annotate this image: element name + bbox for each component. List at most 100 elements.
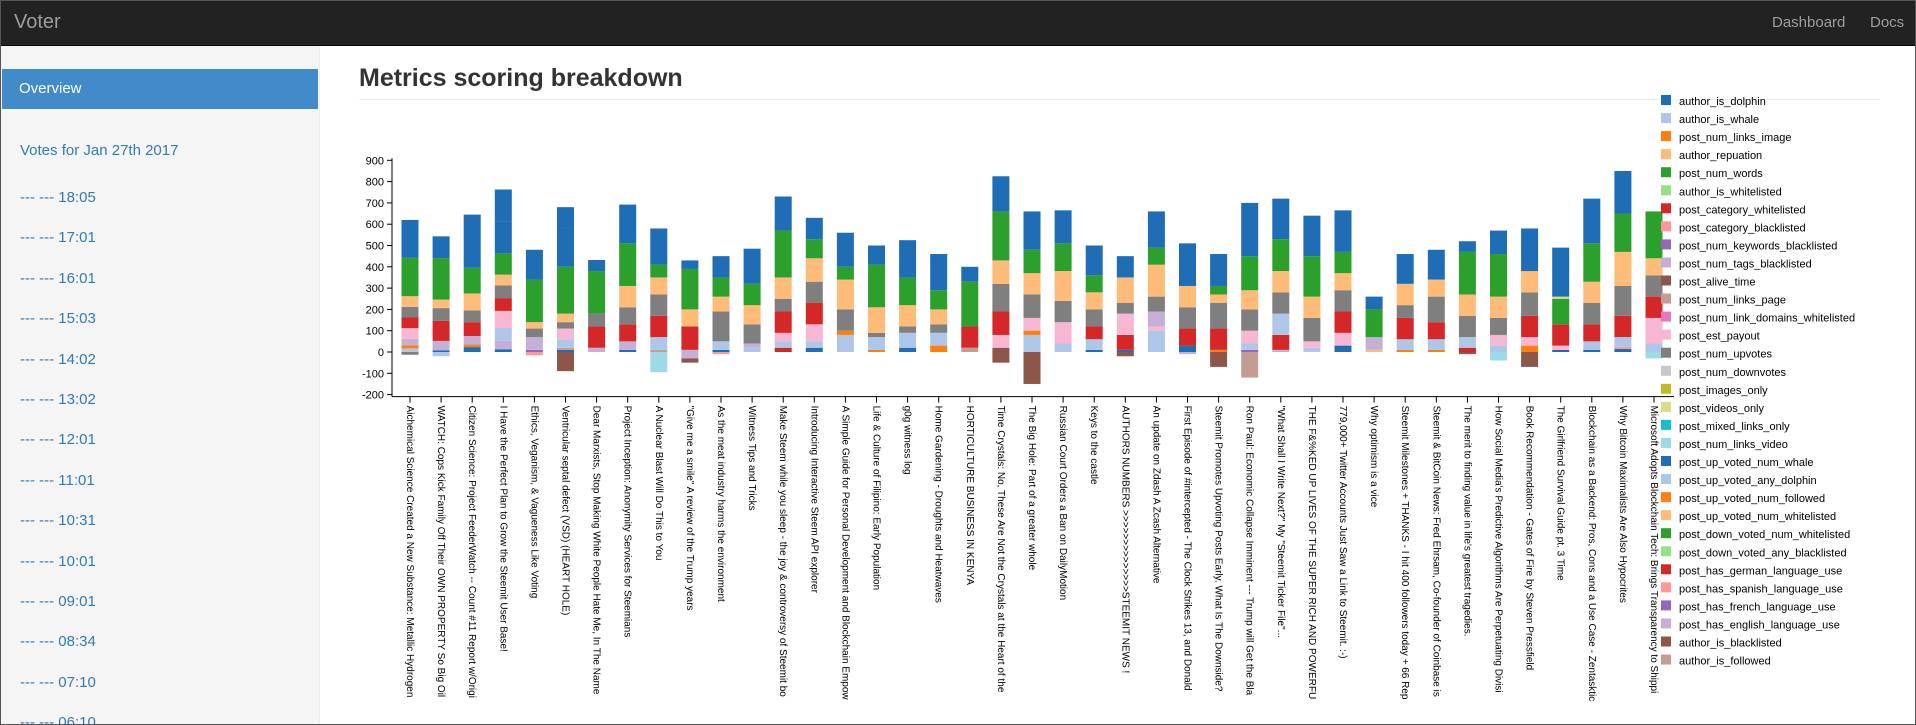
legend-swatch — [1661, 474, 1671, 485]
bar-segment — [557, 207, 574, 229]
bar-segment — [1427, 322, 1445, 340]
x-tick-label: As the meat industry harms the environme… — [715, 406, 726, 602]
sidebar: Overview Votes for Jan 27th 2017 --- ---… — [0, 46, 320, 725]
sidebar-time-link[interactable]: --- --- 18:05 — [20, 189, 96, 206]
sidebar-time-link[interactable]: --- --- 11:01 — [20, 471, 95, 489]
bar-segment — [1085, 349, 1103, 352]
bar-segment-negative — [525, 352, 543, 356]
legend-label: author_is_dolphin — [1679, 96, 1766, 108]
legend-swatch — [1661, 401, 1671, 412]
sidebar-item-overview[interactable]: Overview — [2, 69, 318, 109]
bar-segment-negative — [1023, 352, 1041, 384]
brand-link[interactable]: Voter — [14, 11, 61, 33]
sidebar-time-link[interactable]: --- --- 17:01 — [20, 229, 96, 247]
bar-segment — [1427, 279, 1445, 297]
legend-label: post_num_words — [1679, 168, 1763, 180]
sidebar-time-link[interactable]: --- --- 08:34 — [20, 633, 96, 651]
bar-segment — [463, 344, 481, 348]
bar-segment — [1147, 247, 1165, 265]
sidebar-time-link[interactable]: --- --- 10:01 — [20, 552, 96, 570]
bar-segment — [1490, 317, 1507, 335]
legend-swatch — [1661, 618, 1671, 629]
bar-segment — [619, 324, 637, 342]
x-tick-label: Home Gardening - Droughts and Heatwaves — [933, 406, 944, 603]
legend-label: post_has_german_language_use — [1679, 565, 1842, 577]
bar-segment — [1147, 330, 1165, 352]
x-tick-label: Life & Culture of Filipino: Early Popula… — [871, 406, 882, 591]
x-tick-label: g0g witness log — [902, 406, 913, 475]
sidebar-votes-heading[interactable]: Votes for Jan 27th 2017 — [20, 142, 179, 159]
bar-segment-negative — [557, 352, 574, 372]
bar-segment — [463, 267, 481, 294]
legend-swatch — [1661, 636, 1671, 647]
bar-segment-negative — [1210, 352, 1228, 367]
bar-segment — [1614, 315, 1632, 338]
sidebar-time-link[interactable]: --- --- 15:03 — [20, 310, 96, 328]
sidebar-time-link[interactable]: --- --- 10:31 — [20, 512, 96, 530]
sidebar-time-link[interactable]: --- --- 09:01 — [20, 593, 96, 610]
legend-swatch — [1661, 654, 1671, 665]
x-tick-label: A Nuclear Blast Will Do This to You — [653, 406, 664, 561]
nav-docs-link[interactable]: Docs — [1870, 14, 1905, 31]
legend-swatch — [1661, 221, 1671, 232]
sidebar-time-link[interactable]: --- --- 06:10 — [20, 714, 96, 725]
bar-segment — [805, 341, 823, 348]
x-tick-label: Make Steem while you sleep - the joy & c… — [777, 406, 788, 698]
bar-segment — [588, 259, 606, 272]
bar-segment — [1272, 313, 1290, 335]
bar-segment — [774, 277, 792, 299]
legend-swatch — [1661, 582, 1671, 593]
legend-label: author_is_whitelisted — [1679, 186, 1782, 198]
bar-segment — [432, 340, 450, 351]
sidebar-time-link[interactable]: --- --- 16:01 — [20, 269, 96, 287]
legend-label: post_up_voted_num_whale — [1679, 457, 1814, 469]
bar-segment — [1303, 256, 1321, 297]
bar-segment — [712, 296, 730, 312]
main-content: Metrics scoring breakdown — [320, 46, 1916, 725]
bar-segment — [868, 307, 885, 333]
bar-segment — [774, 347, 792, 352]
legend-label: post_mixed_links_only — [1679, 421, 1790, 433]
bar-segment — [1054, 210, 1072, 244]
sidebar-time-link[interactable]: --- --- 12:01 — [20, 431, 96, 449]
bar-segment — [743, 347, 761, 352]
bar-segment — [1116, 334, 1134, 350]
bar-segment — [1241, 349, 1259, 352]
sidebar-time-link[interactable]: --- --- 14:02 — [20, 350, 96, 368]
legend-swatch — [1661, 365, 1671, 376]
y-tick-label: -200 — [362, 390, 384, 402]
legend-label: post_num_keywords_blacklisted — [1679, 240, 1837, 252]
bar-segment — [1179, 345, 1196, 352]
bar-segment — [1210, 254, 1228, 286]
bar-segment — [1552, 247, 1570, 297]
bar-segment — [1396, 254, 1414, 284]
bar-segment — [805, 347, 823, 352]
bar-segment — [961, 266, 979, 282]
bar-segment — [1458, 337, 1476, 348]
x-tick-label: Witness Tips and Tricks — [746, 406, 757, 511]
bar-segment — [432, 308, 450, 321]
legend-label: post_num_upvotes — [1679, 349, 1772, 361]
bar-segment — [805, 258, 823, 282]
bar-segment — [1365, 349, 1383, 352]
nav-dashboard-link[interactable]: Dashboard — [1772, 14, 1846, 31]
bar-segment — [619, 243, 637, 286]
bar-segment — [432, 320, 450, 341]
bar-segment-negative — [681, 352, 699, 359]
legend-label: post_num_tags_blacklisted — [1679, 258, 1812, 270]
sidebar-time-link[interactable]: --- --- 07:10 — [20, 673, 96, 691]
bar-segment — [494, 221, 512, 254]
bar-segment — [619, 285, 637, 308]
sidebar-time-link[interactable]: --- --- 13:02 — [20, 391, 96, 408]
bar-segment — [712, 256, 730, 278]
bar-segment — [401, 328, 419, 339]
bar-segment — [1552, 324, 1570, 346]
bar-segment-negative — [712, 352, 730, 355]
bar-segment — [650, 315, 668, 338]
bar-segment-negative — [401, 352, 419, 355]
bar-segment — [836, 279, 854, 310]
bar-segment — [1427, 349, 1445, 352]
x-tick-label: Dear Marxists, Stop Making White People … — [591, 406, 602, 695]
bar-segment — [1458, 294, 1476, 316]
bar-segment — [743, 324, 761, 344]
